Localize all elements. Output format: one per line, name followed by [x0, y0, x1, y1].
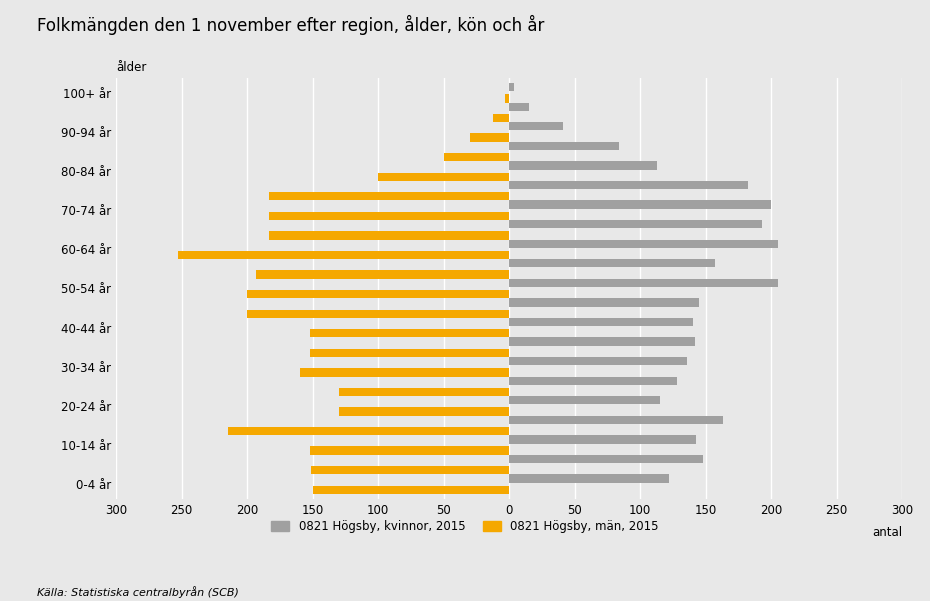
- Bar: [510, 200, 771, 209]
- Bar: [312, 486, 510, 494]
- Bar: [339, 388, 510, 396]
- Bar: [494, 114, 510, 122]
- Bar: [270, 192, 510, 200]
- Bar: [510, 240, 777, 248]
- Bar: [247, 310, 510, 318]
- Bar: [510, 337, 695, 346]
- Bar: [510, 103, 529, 111]
- Text: Folkmängden den 1 november efter region, ålder, kön och år: Folkmängden den 1 november efter region,…: [37, 15, 545, 35]
- Bar: [510, 298, 699, 307]
- Bar: [510, 318, 693, 326]
- Bar: [510, 416, 723, 424]
- Bar: [257, 270, 510, 279]
- Text: ålder: ålder: [116, 61, 147, 74]
- Bar: [247, 290, 510, 298]
- Bar: [510, 220, 762, 228]
- Bar: [510, 396, 659, 404]
- Text: Källa: Statistiska centralbyrån (SCB): Källa: Statistiska centralbyrån (SCB): [37, 586, 239, 598]
- Bar: [510, 161, 658, 169]
- Bar: [510, 435, 697, 444]
- Bar: [510, 83, 514, 91]
- Bar: [510, 377, 677, 385]
- Bar: [178, 251, 510, 259]
- Bar: [470, 133, 510, 142]
- Bar: [270, 231, 510, 240]
- Bar: [510, 279, 777, 287]
- Bar: [339, 407, 510, 416]
- Bar: [510, 455, 703, 463]
- Bar: [379, 172, 510, 181]
- Bar: [505, 94, 510, 103]
- Bar: [270, 212, 510, 220]
- Text: antal: antal: [872, 526, 902, 539]
- Bar: [510, 181, 748, 189]
- Bar: [510, 474, 669, 483]
- Bar: [510, 142, 619, 150]
- Bar: [310, 329, 510, 337]
- Bar: [310, 447, 510, 455]
- Bar: [510, 122, 563, 130]
- Bar: [299, 368, 510, 377]
- Legend: 0821 Högsby, kvinnor, 2015, 0821 Högsby, män, 2015: 0821 Högsby, kvinnor, 2015, 0821 Högsby,…: [267, 516, 663, 538]
- Bar: [228, 427, 510, 435]
- Bar: [312, 466, 510, 474]
- Bar: [310, 349, 510, 357]
- Bar: [510, 259, 715, 267]
- Bar: [444, 153, 510, 161]
- Bar: [510, 357, 687, 365]
